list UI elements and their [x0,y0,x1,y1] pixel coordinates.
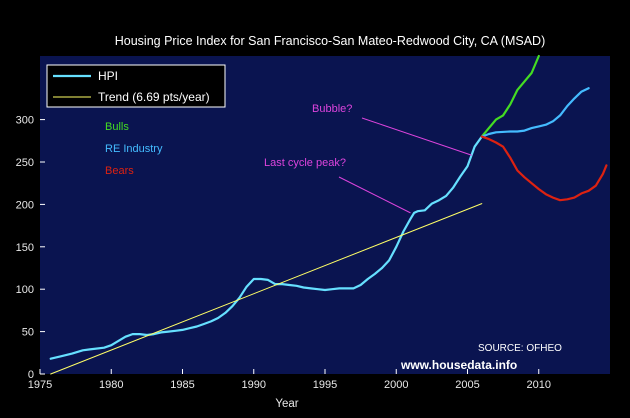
scenario-label-bears: Bears [105,165,134,177]
series-line-trend-6-69-pts-year [50,203,483,375]
chart-title: Housing Price Index for San Francisco-Sa… [115,34,546,48]
annotation-last-cycle-peak-pointer [338,176,411,214]
y-tick-label: 0 [28,369,34,381]
y-tick-label: 200 [16,199,34,211]
x-tick-label: 1975 [28,379,52,391]
x-axis-title: Year [275,398,298,410]
series-line-bulls [480,54,540,138]
y-tick-label: 300 [16,115,34,127]
series-line-bears [480,135,608,202]
x-tick-label: 1980 [99,379,123,391]
legend-label-trend: Trend (6.69 pts/year) [98,90,210,104]
y-tick-label: 50 [22,327,34,339]
annotation-bubble-pointer [361,117,472,156]
x-axis: 1975 1980 1985 1990 1995 2000 2005 2010 [28,369,551,391]
source-label: SOURCE: OFHEO [478,343,562,354]
series-line-re-industry [480,87,590,138]
x-tick-label: 1985 [170,379,194,391]
legend: HPI Trend (6.69 pts/year) [46,64,226,108]
website-watermark: www.housedata.info [400,358,517,372]
x-tick-label: 2000 [384,379,408,391]
y-axis: 0 50 100 150 200 250 300 [16,115,45,381]
annotation-last-cycle-peak: Last cycle peak? [264,157,346,169]
scenario-label-bulls: Bulls [105,121,129,133]
scenario-label-re-industry: RE Industry [105,143,163,155]
y-tick-label: 250 [16,157,34,169]
x-tick-label: 1995 [313,379,337,391]
annotation-bubble: Bubble? [312,103,352,115]
legend-box [46,64,226,108]
x-tick-label: 1990 [242,379,266,391]
x-tick-label: 2010 [527,379,551,391]
y-tick-label: 100 [16,284,34,296]
y-tick-label: 150 [16,242,34,254]
plot-area [40,56,610,374]
series-lines [49,54,608,375]
legend-label-hpi: HPI [98,69,118,83]
x-tick-label: 2005 [455,379,479,391]
